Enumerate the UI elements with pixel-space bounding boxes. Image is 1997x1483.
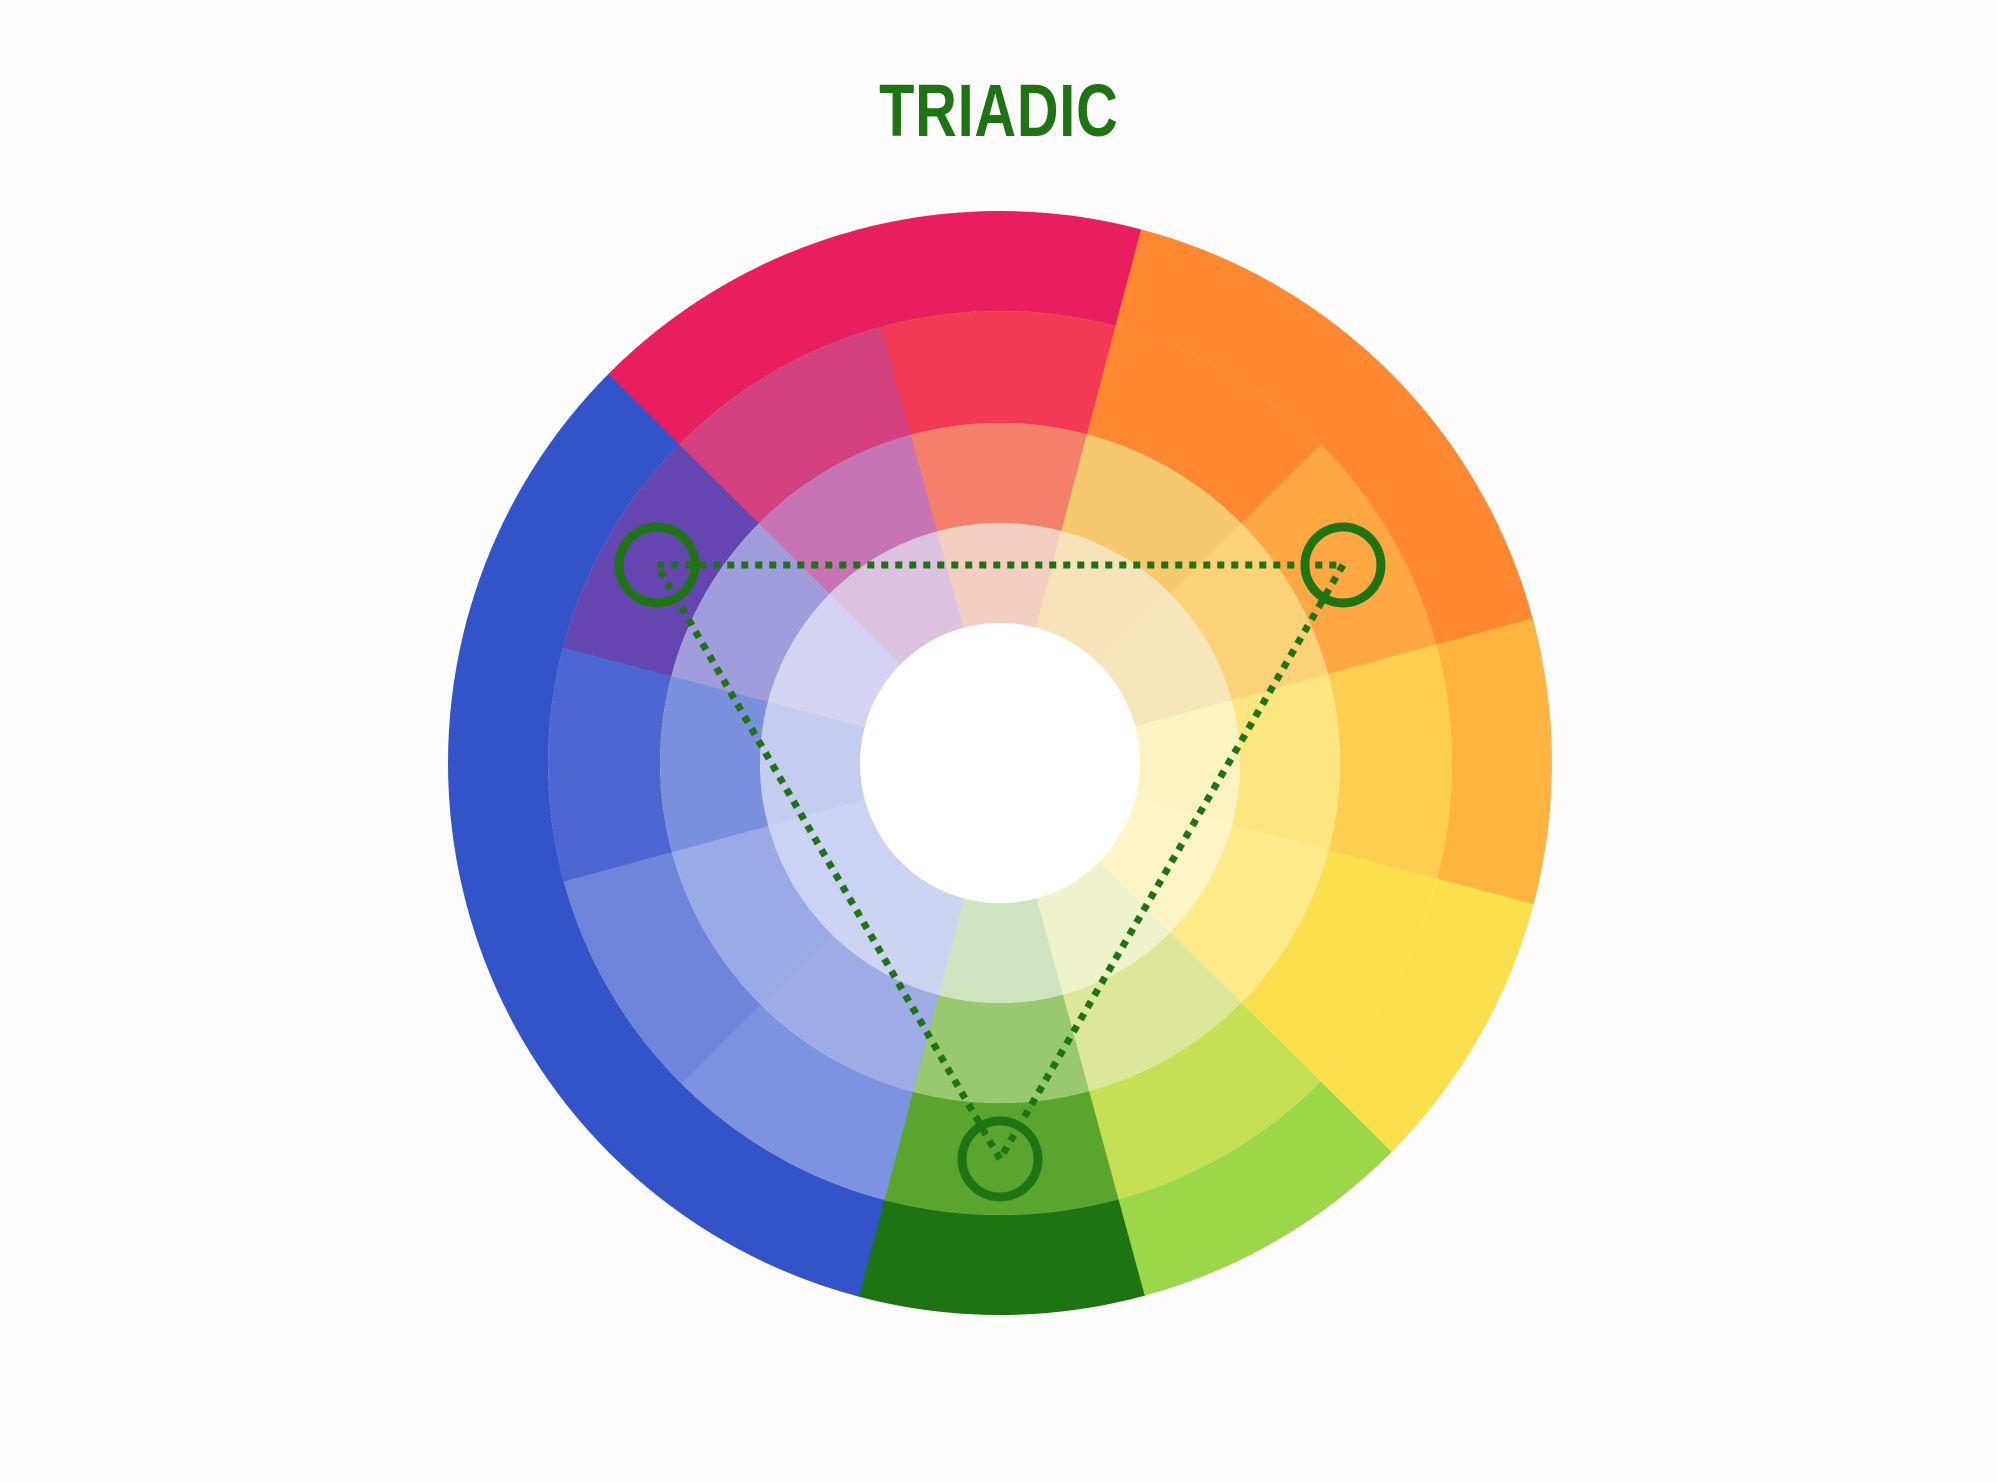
wheel-segment-yellow-ring-4 <box>1098 798 1233 934</box>
wheel-segment-blue-ring-2 <box>562 849 761 1084</box>
wheel-segment-yellow-green-ring-1 <box>1115 1081 1392 1297</box>
wheel-segment-red-orange-ring-1 <box>1115 229 1392 445</box>
wheel-segment-yellow-orange-ring-3 <box>1231 673 1340 853</box>
wheel-segment-green-ring-1 <box>855 1199 1145 1315</box>
wheel-segment-blue-green-ring-4 <box>829 861 965 996</box>
wheel-segment-yellow-green-ring-2 <box>1086 1002 1321 1201</box>
wheel-segment-orange-ring-2 <box>1239 442 1438 677</box>
wheel-segment-yellow-orange-ring-4 <box>1135 700 1241 826</box>
wheel-segment-orange-ring-4 <box>1098 592 1233 728</box>
selection-ring-icon <box>1300 522 1386 608</box>
wheel-center <box>860 623 1140 903</box>
wheel-segment-red-ring-2 <box>881 311 1119 435</box>
wheel-segment-red-ring-3 <box>910 423 1090 532</box>
wheel-segment-blue-violet-ring-1 <box>447 618 564 908</box>
wheel-segment-red-violet-ring-4 <box>829 530 965 665</box>
selection-ring-icon <box>614 522 700 608</box>
wheel-segment-blue-green-ring-1 <box>608 1081 885 1297</box>
wheel-segment-blue-violet-ring-3 <box>659 673 769 853</box>
dotted-triangle-icon <box>650 561 1346 1167</box>
selection-ring-icon <box>957 1116 1043 1202</box>
wheel-segment-red-orange-ring-3 <box>1061 434 1242 594</box>
wheel-segment-blue-ring-3 <box>671 824 831 1005</box>
wheel-segment-yellow-ring-2 <box>1239 849 1438 1084</box>
wheel-segment-blue-ring-1 <box>466 878 682 1155</box>
wheel-segment-yellow-green-ring-4 <box>1035 861 1171 996</box>
wheel-segment-red-ring-1 <box>855 211 1145 327</box>
wheel-segment-yellow-orange-ring-1 <box>1436 618 1552 908</box>
wheel-segment-violet-ring-2 <box>562 442 761 677</box>
wheel-segment-yellow-ring-1 <box>1318 878 1534 1155</box>
triadic-triangle <box>650 561 1346 1167</box>
wheel-segment-yellow-orange-ring-2 <box>1328 644 1453 882</box>
wheel-segment-blue-green-ring-3 <box>758 932 939 1092</box>
wheel-segment-blue-green-ring-2 <box>679 1002 914 1201</box>
wheel-segments <box>447 211 1552 1315</box>
wheel-segment-violet-ring-1 <box>466 371 682 648</box>
wheel-segment-red-violet-ring-1 <box>608 229 885 445</box>
wheel-segment-red-violet-ring-2 <box>679 325 914 524</box>
wheel-segment-green-ring-4 <box>937 898 1063 1003</box>
wheel-segment-violet-ring-4 <box>767 592 902 728</box>
wheel-segment-orange-ring-1 <box>1318 371 1534 648</box>
wheel-segment-yellow-green-ring-3 <box>1061 932 1242 1092</box>
wheel-segment-blue-violet-ring-2 <box>548 644 672 882</box>
selection-markers <box>614 522 1386 1202</box>
diagram-title: TRIADIC <box>879 69 1119 152</box>
wheel-segment-red-orange-ring-2 <box>1086 325 1321 524</box>
wheel-segment-red-ring-4 <box>937 523 1063 628</box>
wheel-segment-red-violet-ring-3 <box>758 434 939 594</box>
wheel-segment-yellow-ring-3 <box>1169 824 1329 1005</box>
